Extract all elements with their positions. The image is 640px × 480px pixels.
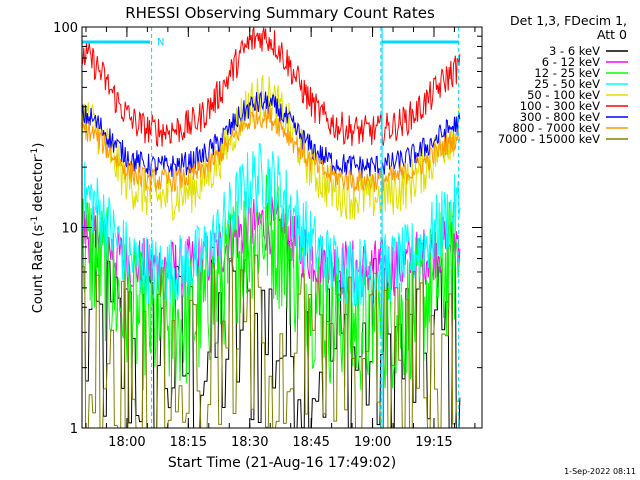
marker-layer: N [82, 27, 460, 428]
legend-label-4: 50 - 100 keV [527, 88, 600, 102]
y-axis-label: Count Rate (s-1 detector-1) [30, 143, 46, 314]
legend-label-1: 6 - 12 keV [542, 55, 600, 69]
x-tick-label-3: 18:45 [292, 435, 329, 450]
x-tick-label-5: 19:15 [415, 435, 452, 450]
flag-label-0: N [157, 37, 164, 48]
series-100-300-kev [81, 27, 461, 147]
x-axis-label: Start Time (21-Aug-16 17:49:02) [168, 455, 396, 471]
legend-label-5: 100 - 300 keV [520, 99, 600, 113]
legend-label-0: 3 - 6 keV [549, 44, 600, 58]
legend-label-3: 25 - 50 keV [534, 77, 600, 91]
legend-header-2: Att 0 [597, 27, 627, 42]
legend-label-8: 7000 - 15000 keV [498, 132, 600, 146]
legend-header-1: Det 1,3, FDecim 1, [510, 13, 627, 28]
legend-label-7: 800 - 7000 keV [512, 121, 600, 135]
chart-title: RHESSI Observing Summary Count Rates [125, 4, 435, 22]
data-layer [81, 27, 461, 429]
legend-label-6: 300 - 800 keV [520, 110, 600, 124]
x-tick-label-2: 18:30 [231, 435, 268, 450]
axis-layer: 1 10 100 18:00 18:15 18:30 18:45 19:00 19:15 [53, 21, 482, 450]
series-25-50-kev [81, 142, 461, 306]
y-label-sup2: -1 [30, 148, 40, 157]
x-tick-label-1: 18:15 [170, 435, 207, 450]
series-50-100-kev [81, 75, 461, 222]
y-tick-label-0: 1 [70, 422, 78, 437]
y-label-main: Count Rate (s [31, 225, 46, 314]
series-7000-15000-kev [82, 254, 461, 429]
series-12-25-kev [81, 168, 461, 393]
y-label-mid: detector [31, 156, 46, 216]
y-label-end: ) [31, 143, 46, 148]
x-tick-label-0: 18:00 [108, 435, 145, 450]
y-tick-label-2: 100 [53, 21, 78, 36]
y-label-sup1: -1 [30, 216, 40, 225]
timestamp: 1-Sep-2022 08:11 [564, 467, 636, 476]
x-tick-label-4: 19:00 [354, 435, 391, 450]
legend-label-2: 12 - 25 keV [534, 66, 600, 80]
series-800-7000-kev [81, 105, 461, 193]
y-tick-label-1: 10 [61, 222, 78, 237]
